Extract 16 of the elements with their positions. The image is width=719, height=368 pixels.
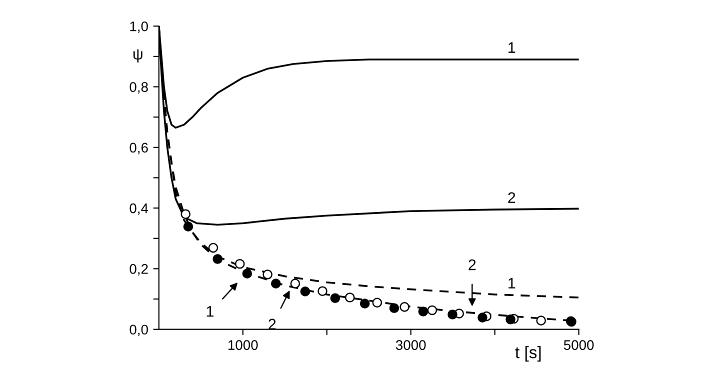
annotation: 2 xyxy=(468,259,476,270)
x-tick-label: 3000 xyxy=(396,340,426,350)
y-tick-label: 0,0 xyxy=(130,324,148,336)
x-axis-title: t [s] xyxy=(515,346,541,362)
y-tick-label: 0,6 xyxy=(130,142,148,154)
y-tick-label: 1,0 xyxy=(130,21,148,33)
y-axis-title: ψ xyxy=(133,49,142,63)
annotation: 1 xyxy=(508,278,516,288)
annotation: 1 xyxy=(508,42,516,53)
annotation: 1 xyxy=(206,306,214,317)
y-tick-label: 0,4 xyxy=(130,203,148,215)
y-tick-label: 0,2 xyxy=(130,264,148,276)
x-tick-label: 1000 xyxy=(228,340,258,350)
x-tick-label: 5000 xyxy=(564,340,594,350)
annotation: 2 xyxy=(508,192,516,203)
y-tick-label: 0,8 xyxy=(130,82,148,94)
